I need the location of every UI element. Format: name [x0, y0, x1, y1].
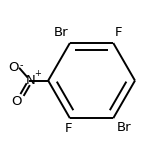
- Text: O: O: [11, 95, 22, 108]
- Text: F: F: [115, 26, 122, 39]
- Text: Br: Br: [54, 26, 68, 39]
- Text: +: +: [34, 69, 41, 78]
- Text: -: -: [19, 60, 22, 70]
- Text: N: N: [25, 74, 35, 87]
- Text: O: O: [8, 61, 18, 74]
- Text: F: F: [65, 122, 72, 135]
- Text: Br: Br: [116, 120, 131, 133]
